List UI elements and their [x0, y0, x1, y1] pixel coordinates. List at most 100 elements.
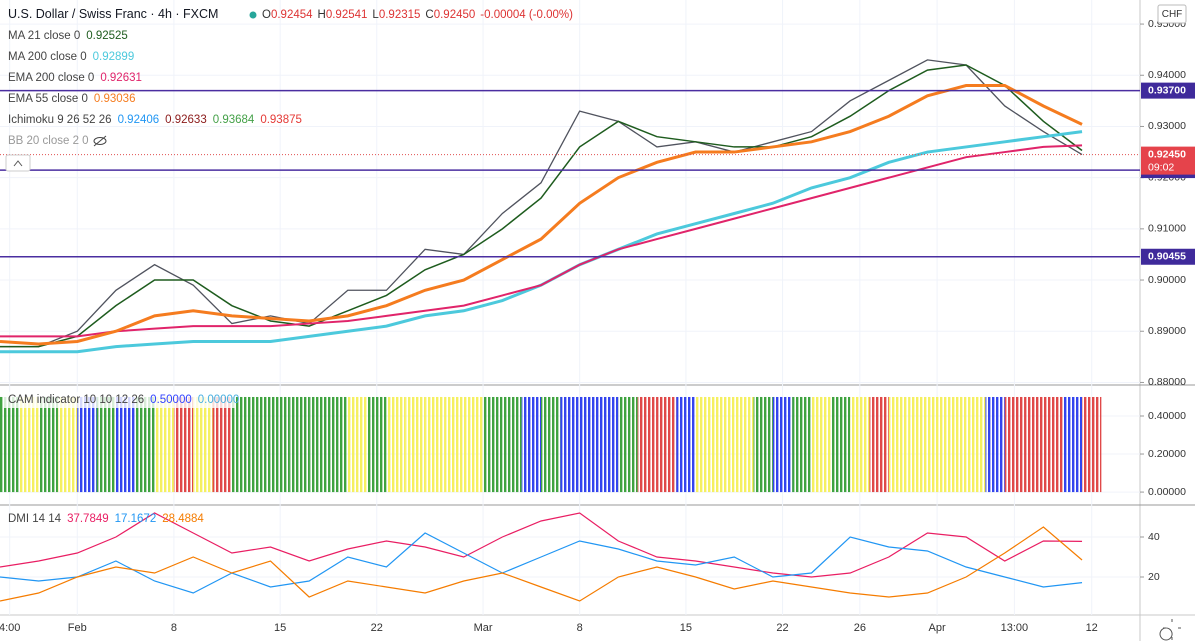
x-tick-label: Mar — [474, 622, 493, 634]
ohlc-value: 0.92454 — [271, 9, 313, 21]
price-line — [0, 59, 1083, 348]
x-tick-label: 15 — [274, 622, 286, 634]
bar — [77, 396, 97, 493]
y-tick-label: 0.94000 — [1148, 69, 1186, 81]
y-tick-label: 20 — [1148, 571, 1160, 583]
series-line — [0, 64, 1083, 348]
bar — [0, 396, 20, 493]
x-tick-label: 12 — [1086, 622, 1098, 634]
bar — [888, 396, 909, 493]
bar — [463, 396, 484, 493]
legend-text: 0.92525 — [86, 30, 128, 42]
x-tick-label: Feb — [68, 622, 87, 634]
ohlc-key: C — [425, 9, 433, 21]
bar — [772, 396, 793, 493]
legend-text: 0.00000 — [198, 394, 240, 406]
bar — [38, 396, 58, 493]
legend-text: MA 200 close 0 — [8, 51, 87, 63]
legend-entry: BB 20 close 2 0 — [8, 135, 89, 147]
bar — [231, 396, 252, 493]
legend-text: BB 20 close 2 0 — [8, 135, 89, 147]
bar — [367, 396, 387, 493]
ohlc-value: 0.92315 — [379, 9, 421, 21]
bar — [173, 396, 194, 493]
legend-entry: CAM indicator 10 10 12 26 0.50000 0.00000 — [8, 394, 239, 406]
y-tick-label: 0.93000 — [1148, 120, 1186, 132]
bar — [521, 396, 542, 493]
y-tick-label: 0.90000 — [1148, 274, 1186, 286]
ohlc-value: 0.92450 — [434, 9, 476, 21]
series-line — [0, 526, 1083, 602]
hidden-eye-slash — [93, 135, 107, 147]
bar — [985, 396, 1005, 493]
bar — [869, 396, 889, 493]
x-tick-label: 15 — [680, 622, 692, 634]
bar — [270, 396, 290, 493]
bar — [328, 396, 348, 493]
change: -0.00004 (-0.00%) — [480, 9, 573, 21]
bar — [57, 396, 78, 493]
bar — [405, 396, 426, 493]
bar — [386, 396, 406, 493]
bar — [811, 396, 831, 493]
legend-text: U.S. Dollar / Swiss Franc · 4h · FXCM — [8, 7, 218, 21]
currency-box[interactable] — [1157, 4, 1187, 24]
legend-entry: MA 21 close 0 0.92525 — [8, 30, 128, 42]
bar — [251, 396, 271, 493]
legend-text: 0.50000 — [150, 394, 192, 406]
x-tick-label: 4:00 — [0, 622, 20, 634]
legend-text: EMA 55 close 0 — [8, 93, 88, 105]
bar — [734, 396, 754, 493]
bar — [1004, 396, 1025, 493]
legend-entry: DMI 14 14 37.7849 17.1672 28.4884 — [8, 513, 204, 525]
y-tick-label: 40 — [1148, 531, 1160, 543]
legend-text: 37.7849 — [67, 513, 109, 525]
bar — [792, 396, 812, 493]
bar — [753, 396, 773, 493]
bar — [115, 396, 136, 493]
bar — [1062, 396, 1083, 493]
legend-text: 17.1672 — [115, 513, 157, 525]
bar — [193, 396, 213, 493]
bar — [1024, 396, 1044, 493]
countdown: 09:02 — [1148, 161, 1174, 173]
bar — [444, 396, 464, 493]
bar — [637, 396, 657, 493]
legend-entry: MA 200 close 0 0.92899 — [8, 51, 134, 63]
hidden-eye — [93, 137, 107, 145]
legend-text: 0.92633 — [165, 114, 207, 126]
bar — [695, 396, 715, 493]
bar — [676, 396, 696, 493]
series-line — [0, 144, 1083, 338]
legend-text: Ichimoku 9 26 52 26 — [8, 114, 112, 126]
collapse-button[interactable] — [5, 154, 31, 172]
legend-entry: U.S. Dollar / Swiss Franc · 4h · FXCM — [8, 7, 218, 21]
legend-text: EMA 200 close 0 — [8, 72, 94, 84]
bar — [850, 396, 870, 493]
bar — [347, 396, 368, 493]
y-tick-label: 0.00000 — [1148, 486, 1186, 498]
series-line — [0, 83, 1083, 346]
bar — [1043, 396, 1063, 493]
legend-text: 0.92631 — [100, 72, 142, 84]
bar — [946, 396, 967, 493]
bar — [560, 396, 580, 493]
bar — [135, 396, 155, 493]
bar — [579, 396, 599, 493]
legend-text: 28.4884 — [162, 513, 204, 525]
bar — [502, 396, 522, 493]
legend-text: 0.92899 — [93, 51, 135, 63]
bar — [656, 396, 677, 493]
collapse-icon — [13, 160, 23, 167]
x-tick-label: Apr — [929, 622, 946, 634]
bar — [908, 396, 928, 493]
bar — [966, 396, 986, 493]
settings-icon[interactable] — [1159, 619, 1181, 641]
legend-text: DMI 14 14 — [8, 513, 62, 525]
level-label-box — [1141, 82, 1195, 99]
currency: CHF — [1162, 9, 1183, 20]
legend-text: CAM indicator 10 10 12 26 — [8, 394, 144, 406]
level-label: 0.90455 — [1148, 251, 1186, 263]
